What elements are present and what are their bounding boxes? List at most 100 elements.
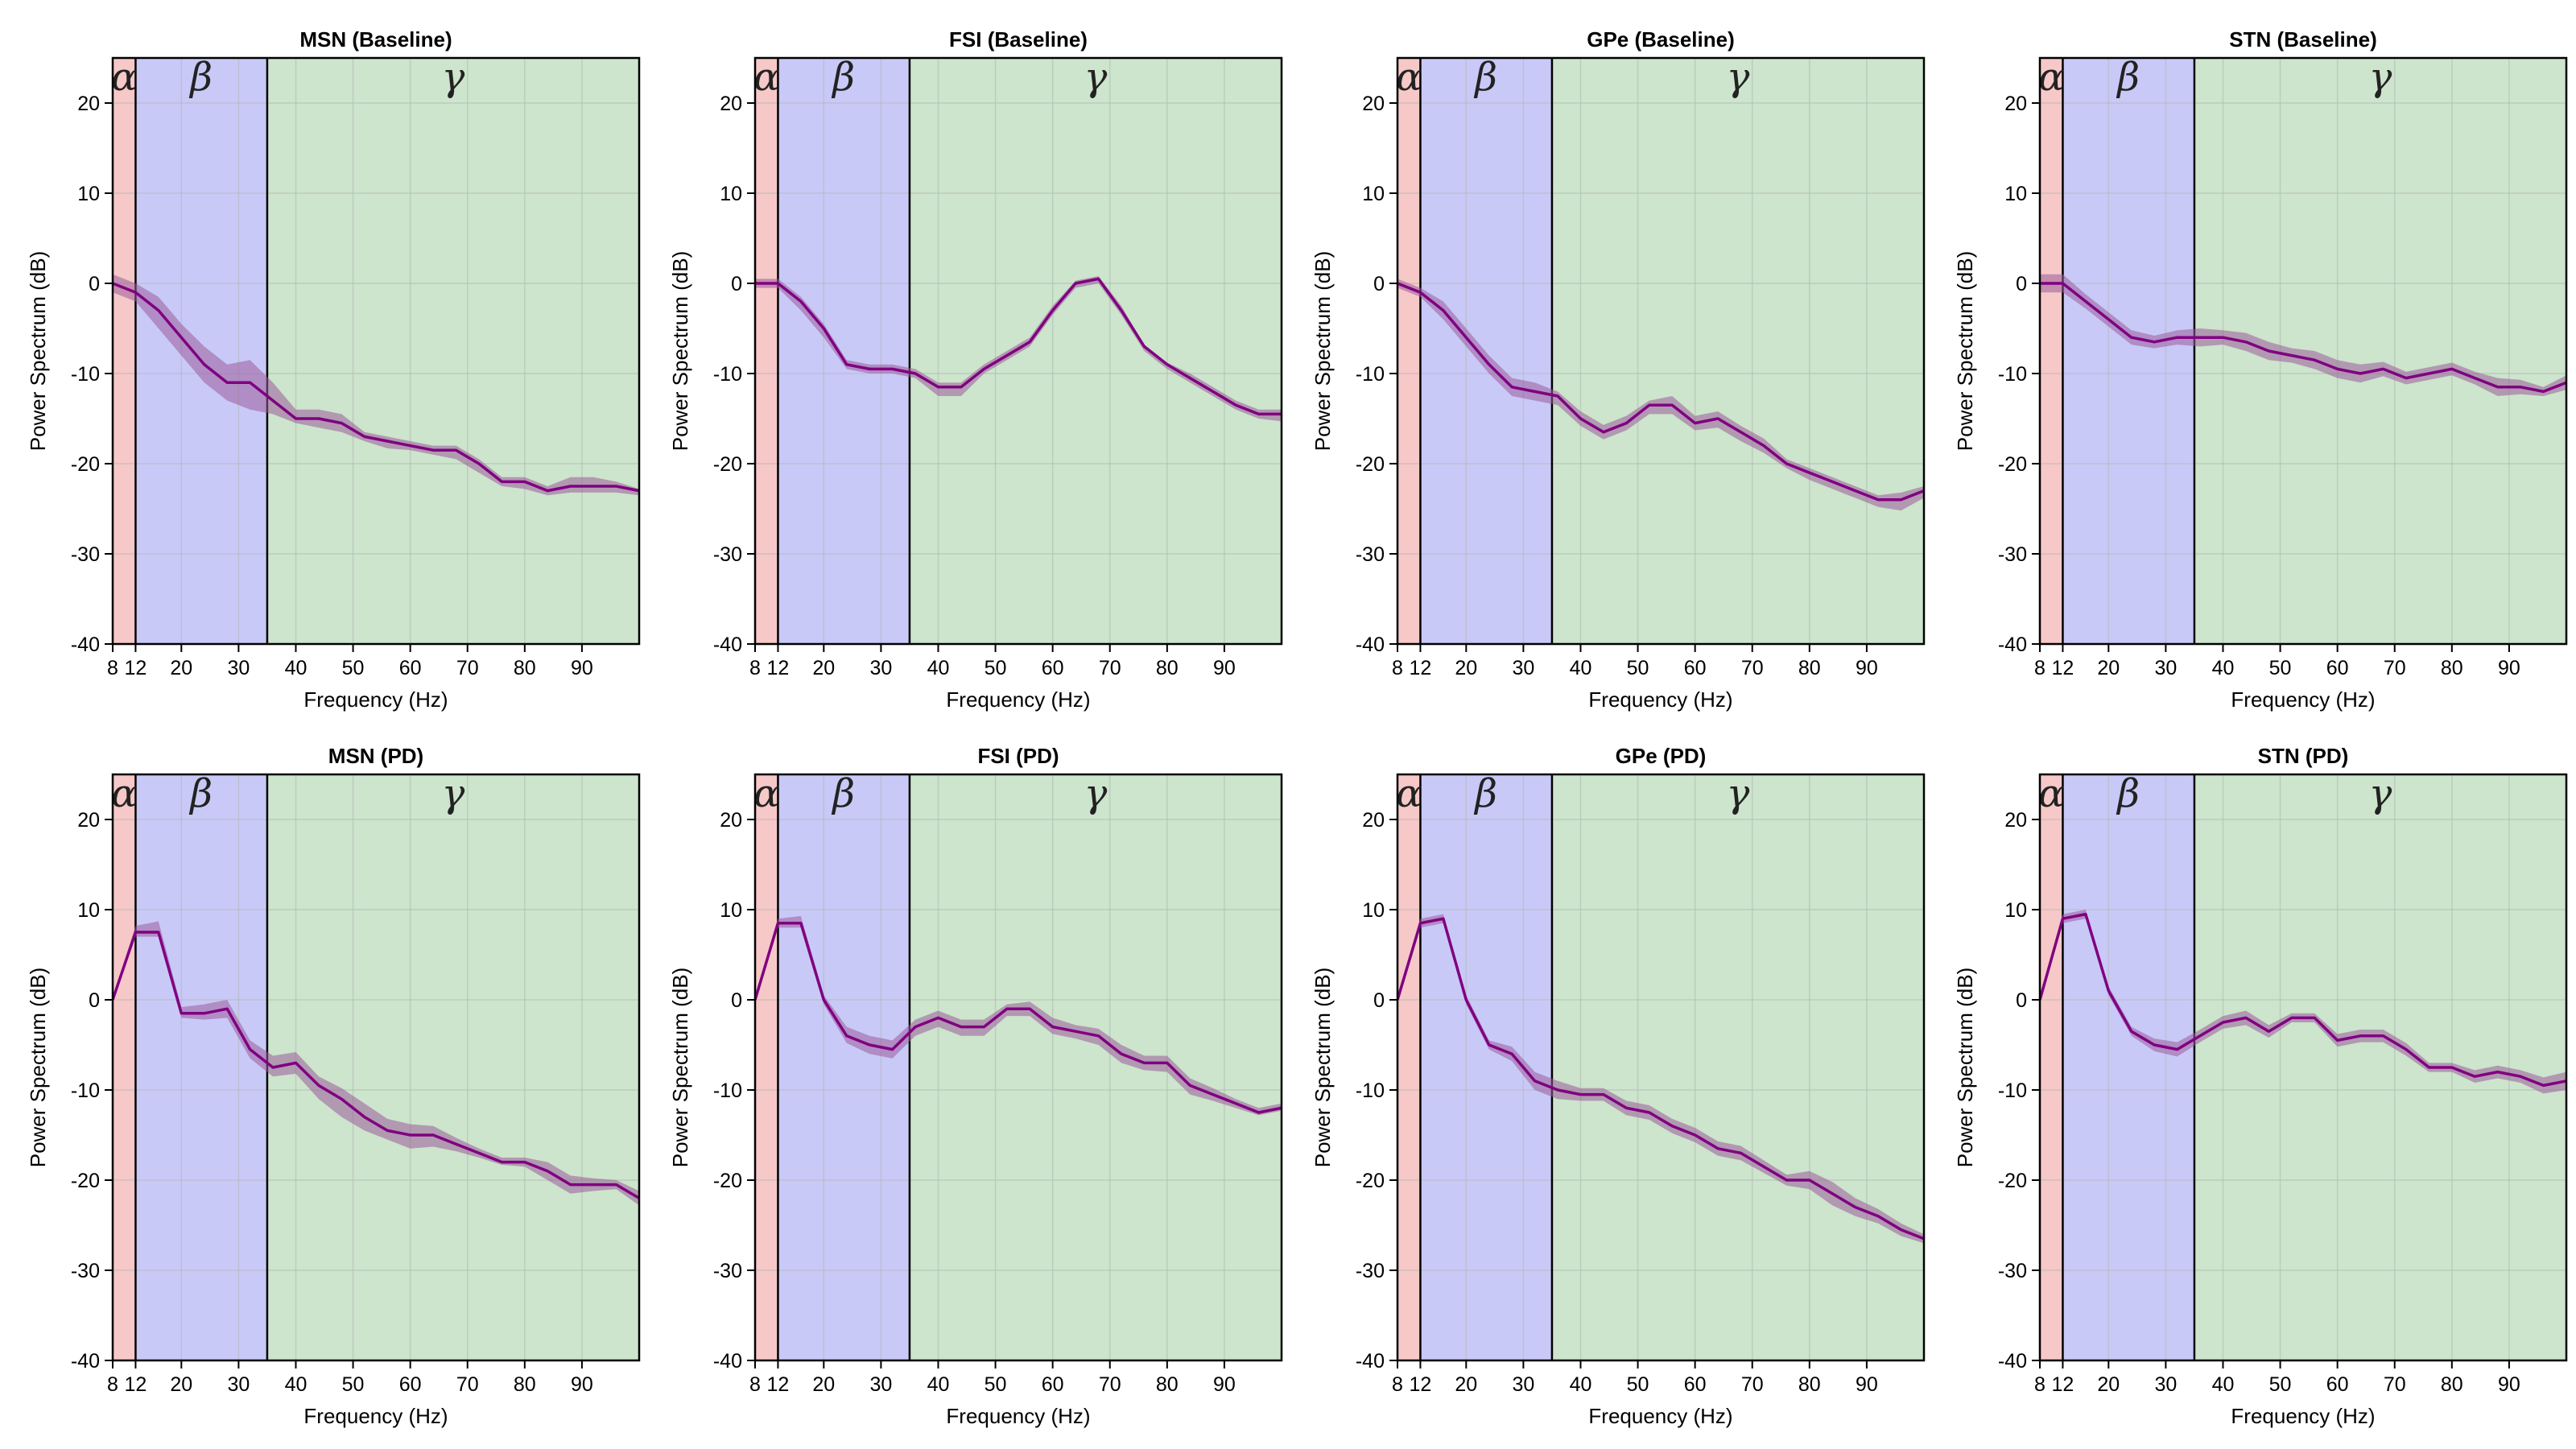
y-tick-label: -10 [71, 363, 100, 386]
panel-4: α β γ 8 12 20 30 40 50 60 70 80 90 -40 -30 -20 -10 0 10 20 S… [1953, 27, 2568, 712]
band-label-alpha: α [753, 771, 779, 816]
y-axis-label: Power Spectrum (dB) [1953, 968, 1977, 1168]
x-tick-label: 8 [749, 657, 761, 679]
y-tick-label: -20 [1998, 453, 2027, 476]
y-tick-label: -40 [713, 634, 742, 656]
y-tick-label: -30 [1998, 1260, 2027, 1282]
y-tick-label: 0 [89, 273, 100, 295]
x-tick-label: 50 [342, 657, 365, 679]
y-tick-label: 10 [1362, 183, 1385, 205]
band-label-gamma: γ [442, 771, 465, 816]
x-tick-label: 50 [2269, 1373, 2292, 1396]
x-tick-label: 30 [227, 657, 250, 679]
band-gamma [909, 774, 1282, 1360]
x-tick-label: 30 [2154, 1373, 2177, 1396]
y-tick-label: -10 [1356, 363, 1385, 386]
x-tick-label: 40 [927, 657, 950, 679]
y-tick-label: -40 [1998, 634, 2027, 656]
panel-1: α β γ 8 12 20 30 40 50 60 70 80 90 -40 -30 -20 -10 0 10 20 M… [26, 27, 641, 712]
x-tick-label: 30 [1512, 657, 1534, 679]
band-label-alpha: α [1396, 55, 1422, 100]
y-tick-label: 20 [77, 809, 100, 832]
x-tick-label: 8 [107, 657, 118, 679]
chart-title: STN (PD) [2258, 744, 2349, 768]
y-tick-label: 0 [731, 989, 742, 1012]
y-tick-label: -40 [71, 1350, 100, 1373]
x-tick-label: 30 [227, 1373, 250, 1396]
band-label-beta: β [1473, 771, 1497, 816]
band-label-alpha: α [2038, 55, 2064, 100]
x-tick-label: 30 [2154, 657, 2177, 679]
mean-line [2040, 912, 2566, 1088]
y-tick-label: -10 [713, 1080, 742, 1102]
x-tick-label: 70 [2384, 657, 2406, 679]
x-tick-label: 20 [170, 657, 192, 679]
y-tick-label: 20 [2004, 93, 2027, 115]
band-gamma [2194, 774, 2566, 1360]
plot-frame [1396, 773, 1926, 1362]
x-tick-label: 40 [1570, 657, 1592, 679]
y-tick-label: 10 [2004, 183, 2027, 205]
x-tick-label: 12 [125, 1373, 147, 1396]
band-label-alpha: α [111, 55, 137, 100]
y-tick-label: -30 [1356, 543, 1385, 566]
y-tick-label: -30 [713, 1260, 742, 1282]
mean-line [1397, 917, 1924, 1241]
y-tick-label: 10 [77, 899, 100, 922]
panel-6: α β γ 8 12 20 30 40 50 60 70 80 90 -40 -30 -20 -10 0 10 20 F… [668, 744, 1283, 1428]
x-tick-label: 80 [2441, 1373, 2463, 1396]
panel-8: α β γ 8 12 20 30 40 50 60 70 80 90 -40 -30 -20 -10 0 10 20 S… [1953, 744, 2568, 1428]
panel-5: α β γ 8 12 20 30 40 50 60 70 80 90 -40 -30 -20 -10 0 10 20 M… [26, 744, 641, 1428]
band-alpha [755, 58, 778, 644]
x-tick-label: 70 [456, 657, 479, 679]
plot-frame [1396, 56, 1926, 646]
x-tick-label: 90 [1213, 657, 1236, 679]
x-axis-label: Frequency (Hz) [303, 687, 448, 712]
x-tick-label: 40 [1570, 1373, 1592, 1396]
chart-title: MSN (Baseline) [299, 27, 452, 52]
x-tick-label: 60 [1042, 657, 1064, 679]
y-tick-label: -40 [713, 1350, 742, 1373]
x-tick-label: 90 [571, 657, 593, 679]
y-tick-label: -30 [1998, 543, 2027, 566]
band-alpha [1397, 58, 1421, 644]
band-beta [135, 774, 267, 1360]
band-label-beta: β [831, 771, 855, 816]
x-tick-label: 60 [1684, 657, 1707, 679]
x-tick-label: 40 [285, 657, 308, 679]
x-tick-label: 90 [2498, 657, 2520, 679]
band-label-beta: β [1473, 55, 1497, 100]
band-beta [1420, 58, 1552, 644]
x-tick-label: 80 [1156, 1373, 1179, 1396]
chart-title: FSI (Baseline) [949, 27, 1088, 52]
y-axis-label: Power Spectrum (dB) [26, 251, 50, 452]
band-label-gamma: γ [1727, 55, 1750, 100]
band-alpha [113, 58, 136, 644]
y-tick-label: -30 [1356, 1260, 1385, 1282]
x-tick-label: 60 [2326, 1373, 2349, 1396]
x-tick-label: 80 [514, 657, 536, 679]
x-tick-label: 90 [1213, 1373, 1236, 1396]
x-tick-label: 70 [1741, 657, 1764, 679]
x-tick-label: 8 [749, 1373, 761, 1396]
confidence-band [755, 915, 1282, 1116]
chart-title: STN (Baseline) [2229, 27, 2377, 52]
x-tick-label: 70 [1099, 1373, 1121, 1396]
x-tick-label: 90 [1856, 657, 1878, 679]
band-gamma [909, 58, 1282, 644]
band-alpha [2040, 774, 2063, 1360]
x-tick-label: 50 [985, 657, 1007, 679]
x-tick-label: 8 [2034, 1373, 2046, 1396]
x-tick-label: 20 [170, 1373, 192, 1396]
y-tick-label: -20 [1356, 1170, 1385, 1192]
band-gamma [1551, 58, 1924, 644]
band-gamma [266, 58, 639, 644]
x-axis-label: Frequency (Hz) [1588, 687, 1732, 712]
y-axis-label: Power Spectrum (dB) [1311, 251, 1335, 452]
band-label-gamma: γ [1727, 771, 1750, 816]
panel-2: α β γ 8 12 20 30 40 50 60 70 80 90 -40 -30 -20 -10 0 10 20 F… [668, 27, 1283, 712]
band-beta [778, 58, 910, 644]
plot-frame [111, 773, 641, 1362]
y-tick-label: 20 [720, 809, 742, 832]
y-tick-label: -30 [71, 1260, 100, 1282]
